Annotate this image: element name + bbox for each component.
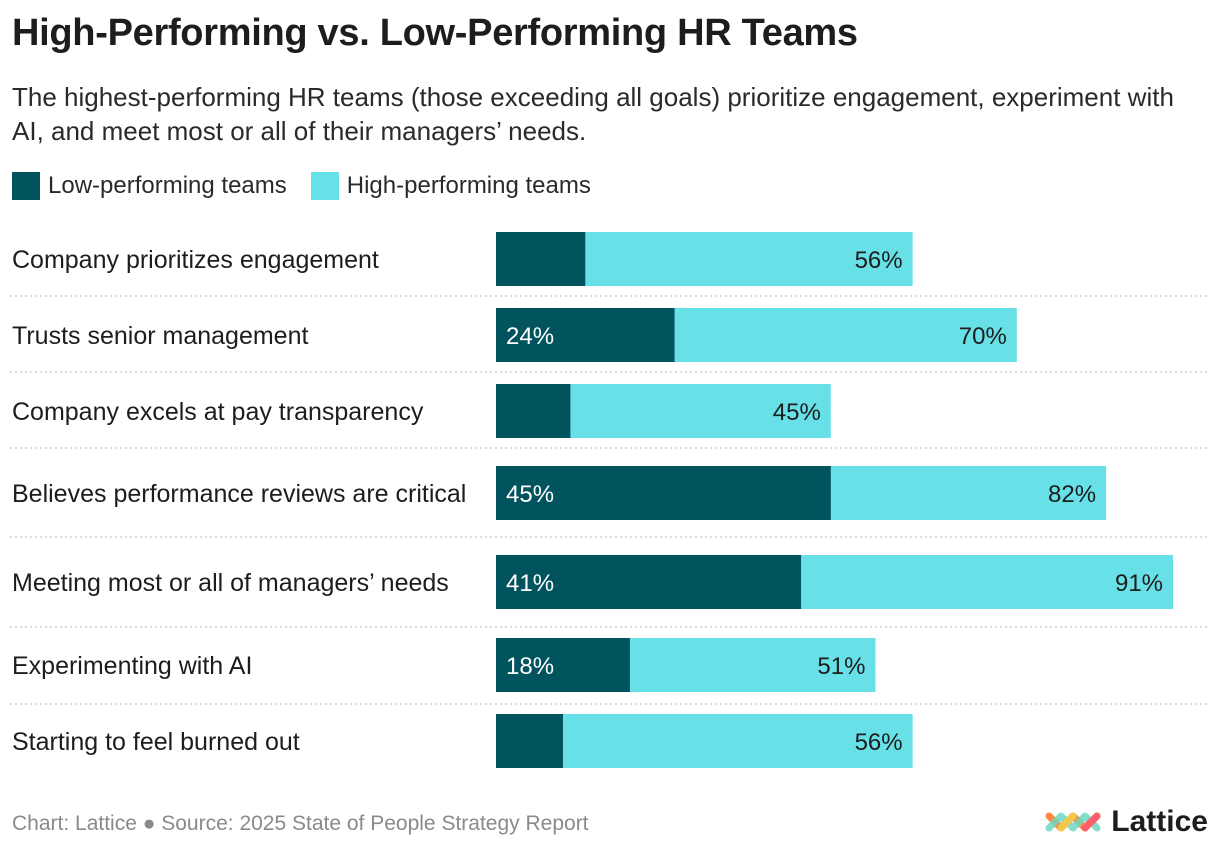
data-label-low: 41%: [506, 570, 554, 597]
legend-item-high: High-performing teams: [310, 172, 591, 200]
bar-chart: Company prioritizes engagement 56% Trusts …: [10, 232, 1210, 768]
bar-low: [496, 384, 571, 438]
data-label-high: 56%: [855, 247, 903, 274]
bar-low: [496, 466, 831, 520]
data-label-high: 56%: [855, 729, 903, 756]
data-label-low: 24%: [506, 323, 554, 350]
category-label: Meeting most or all of managers’ needs: [12, 569, 449, 597]
data-label-high: 70%: [959, 323, 1007, 350]
bar-low: [496, 714, 563, 768]
data-label-high: 51%: [817, 653, 865, 680]
bar-high: [496, 714, 913, 768]
chart-subtitle: The highest-performing HR teams (those e…: [12, 82, 1174, 146]
legend: Low-performing teams High-performing tea…: [12, 172, 615, 200]
chart-source: Chart: Lattice ● Source: 2025 State of P…: [12, 812, 589, 835]
bar-low: [496, 555, 802, 609]
category-label: Company prioritizes engagement: [12, 246, 379, 274]
bar-low: [496, 308, 675, 362]
lattice-logo-icon: [1045, 812, 1101, 832]
legend-label-high: High-performing teams: [346, 172, 591, 199]
category-label: Company excels at pay transparency: [12, 398, 424, 426]
lattice-logo: Lattice: [1045, 804, 1208, 840]
category-label: Starting to feel burned out: [12, 728, 300, 756]
legend-swatch-high: [310, 172, 339, 200]
data-label-high: 91%: [1115, 570, 1163, 597]
legend-item-low: Low-performing teams: [12, 172, 287, 200]
chart-title: High-Performing vs. Low-Performing HR Te…: [12, 12, 858, 54]
data-label-low: 45%: [506, 481, 554, 508]
logo-text: Lattice: [1111, 805, 1208, 838]
category-label: Trusts senior management: [12, 322, 308, 350]
bar-low: [496, 232, 586, 286]
legend-label-low: Low-performing teams: [48, 172, 287, 199]
category-label: Believes performance reviews are critica…: [12, 480, 466, 508]
data-label-high: 45%: [773, 399, 821, 426]
legend-swatch-low: [12, 172, 40, 200]
bar-low: [496, 638, 630, 692]
data-label-low: 18%: [506, 653, 554, 680]
data-label-high: 82%: [1048, 481, 1096, 508]
category-label: Experimenting with AI: [12, 652, 252, 680]
